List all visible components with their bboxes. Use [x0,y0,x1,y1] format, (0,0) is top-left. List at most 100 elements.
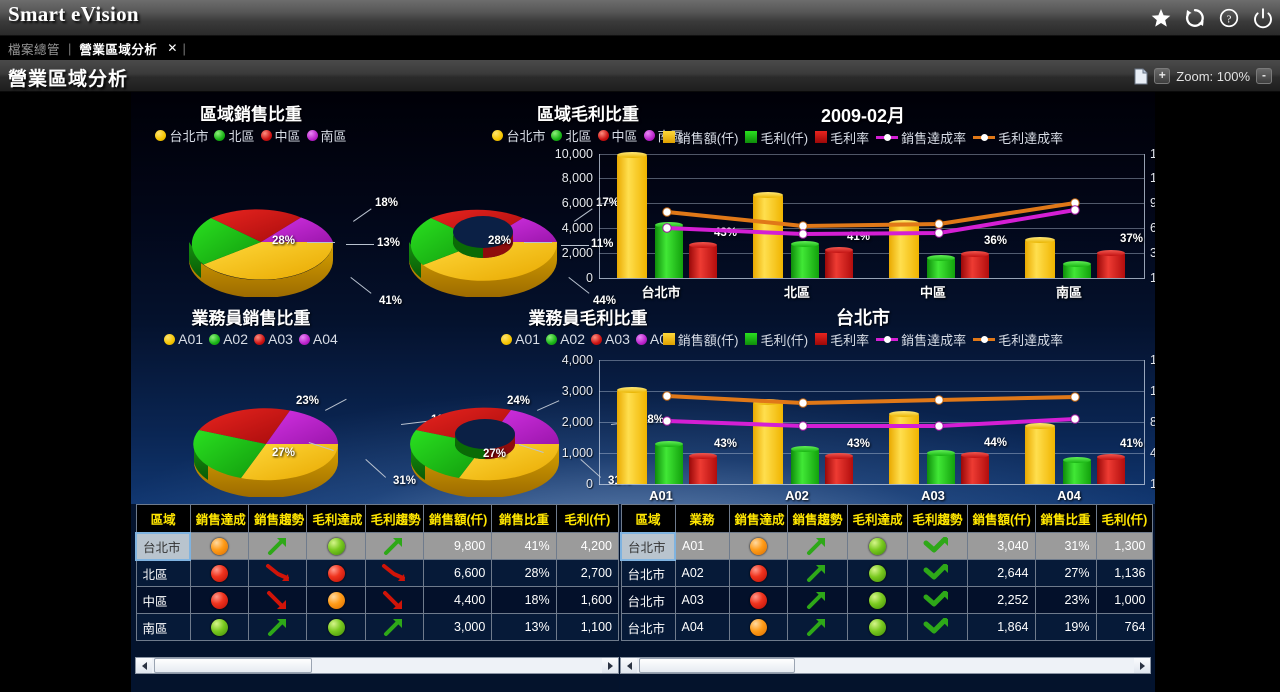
col-profit-achievement[interactable]: 毛利達成 [846,504,908,533]
refresh-icon[interactable] [1184,7,1206,29]
cell-profit-achievement [846,559,908,587]
cell-sales-achievement [189,559,250,587]
tab-close-icon[interactable]: ✕ [167,41,178,55]
col-sales-trend[interactable]: 銷售趨勢 [248,504,308,533]
chart-legend-region-combo: 銷售額(仟) 毛利(仟) 毛利率 銷售達成率 毛利達成率 [571,128,1155,146]
table-row[interactable]: 台北市 9,800 41% 4,200 [134,531,620,561]
arrow-down-right-icon [382,564,406,581]
bar-value-label: 41% [1120,438,1144,450]
cell-profit-trend [906,532,968,560]
table-row[interactable]: 台北市 A01 3,040 31% 1,300 [620,531,1153,561]
pie-label-23: 23% [296,395,320,407]
tables-area: 區域 銷售達成 銷售趨勢 毛利達成 毛利趨勢 銷售額(仟) 銷售比重 毛利(仟) [131,504,1155,692]
scroll-thumb[interactable] [154,658,312,673]
scroll-left-arrow-icon[interactable] [621,658,637,673]
scroll-right-arrow-icon[interactable] [602,658,618,673]
col-sales-share[interactable]: 銷售比重 [1034,504,1097,533]
col-sales-achievement[interactable]: 銷售達成 [728,504,788,533]
legend-item: 銷售達成率 [876,128,966,147]
col-sales-trend[interactable]: 銷售趨勢 [786,504,848,533]
table-row[interactable]: 中區 4,400 18% 1,600 [135,586,620,614]
cell-sales-achievement [728,559,788,587]
bar-profit [1063,457,1091,484]
col-sales-amount[interactable]: 銷售額(仟) [422,504,493,533]
cell-profit-trend [364,532,424,560]
col-profit-amount[interactable]: 毛利(仟) [555,504,620,533]
y2-tick-label: 10% [1150,271,1155,285]
status-ball-green-icon [868,564,886,582]
table-header-row: 區域 銷售達成 銷售趨勢 毛利達成 毛利趨勢 銷售額(仟) 銷售比重 毛利(仟) [135,504,620,533]
cell-profit-amount: 4,200 [555,532,620,560]
y2-tick-label: 94% [1150,196,1155,210]
salesperson-table: 區域 業務 銷售達成 銷售趨勢 毛利達成 毛利趨勢 銷售額(仟) 銷售比重 毛利… [620,504,1153,641]
dashboard-canvas: 區域 銷售比重 台北市 北區 中區 南區 [0,92,1280,692]
table-row[interactable]: 台北市 A02 2,644 27% 1,136 [620,559,1153,587]
scroll-left-arrow-icon[interactable] [136,658,152,673]
charts-area: 區域銷售比重 台北市 北區 中區 南區 [131,92,1155,504]
table-row[interactable]: 南區 3,000 13% 1,100 [135,613,620,641]
cell-region: 中區 [135,586,191,614]
gridline [599,360,1144,361]
scroll-thumb[interactable] [639,658,795,673]
table-row[interactable]: 台北市 A04 1,864 19% 764 [620,613,1153,641]
document-icon[interactable] [1134,68,1148,85]
bar-profit [655,222,683,278]
zoom-level-label: Zoom: 100% [1176,68,1250,84]
bar-profit [1063,261,1091,278]
tab-file-explorer[interactable]: 檔案總管 [8,42,61,57]
cell-sales-amount: 6,600 [422,559,493,587]
cell-profit-trend [906,559,968,587]
cell-region: 台北市 [620,613,676,641]
y-tick-label: 4,000 [561,221,593,235]
zoom-in-button[interactable]: + [1154,68,1171,84]
salesperson-table-pane: 區域 業務 銷售達成 銷售趨勢 毛利達成 毛利趨勢 銷售額(仟) 銷售比重 毛利… [620,504,1153,692]
col-profit-trend[interactable]: 毛利趨勢 [364,504,424,533]
scroll-track[interactable] [152,658,602,673]
left-table-hscrollbar[interactable] [135,657,619,674]
y2-tick-label: 150% [1150,353,1155,367]
x-axis [599,278,1144,279]
col-region[interactable]: 區域 [620,504,676,533]
table-row[interactable]: 北區 6,600 28% 2,700 [135,559,620,587]
legend-item: 毛利率 [815,330,869,349]
col-sales-share[interactable]: 銷售比重 [491,504,557,533]
col-profit-trend[interactable]: 毛利趨勢 [906,504,968,533]
pie-label-41: 41% [379,295,403,307]
col-salesperson[interactable]: 業務 [674,504,730,533]
col-sales-achievement[interactable]: 銷售達成 [189,504,250,533]
y2-tick-label: 10% [1150,477,1155,491]
status-ball-green-icon [327,537,345,555]
col-region[interactable]: 區域 [135,504,191,533]
table-row[interactable]: 台北市 A03 2,252 23% 1,000 [620,586,1153,614]
col-profit-amount[interactable]: 毛利(仟) [1095,504,1153,533]
gridline [599,253,1144,254]
x-axis [599,484,1144,485]
x-category-label: 北區 [783,285,810,300]
arrow-up-icon [267,538,286,555]
chart-title-region-profit: 區域毛利比重 [537,105,639,124]
cell-region: 台北市 [620,586,676,614]
bar-value-label: 41% [847,231,871,243]
y-tick-label: 6,000 [561,196,593,210]
tab-region-analysis[interactable]: 營業區域分析 [79,42,158,57]
y2-tick-label: 38% [1150,246,1155,260]
pie-label-17: 17% [596,197,620,209]
pie-leader [524,242,552,243]
help-icon[interactable]: ? [1218,7,1240,29]
col-profit-achievement[interactable]: 毛利達成 [306,504,366,533]
arrow-up-icon [384,619,403,636]
legend-item: 南區 [306,126,347,145]
scroll-track[interactable] [637,658,1134,673]
status-ball-green-icon [868,618,886,636]
chart-legend-salesperson-sales: A01 A02 A03 A04 [131,330,371,348]
zoom-out-button[interactable]: - [1256,68,1272,84]
col-sales-amount[interactable]: 銷售額(仟) [966,504,1036,533]
x-category-label: A03 [921,488,945,503]
bar-value-label: 43% [714,438,738,450]
cell-profit-achievement [306,613,366,641]
chart-title-taipei-combo: 台北市 [836,308,890,328]
scroll-right-arrow-icon[interactable] [1134,658,1150,673]
right-table-hscrollbar[interactable] [620,657,1151,674]
power-icon[interactable] [1252,7,1274,29]
star-icon[interactable] [1150,7,1172,29]
